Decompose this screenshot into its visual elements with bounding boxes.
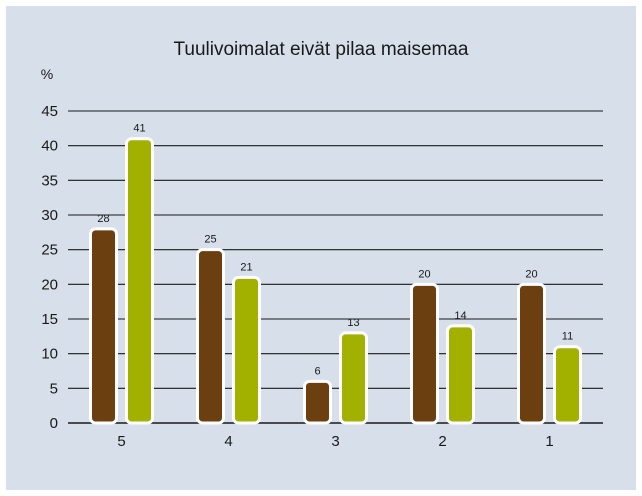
y-tick-label: 40 bbox=[41, 138, 58, 155]
bar-series2 bbox=[553, 345, 582, 425]
data-label: 14 bbox=[454, 310, 466, 322]
x-category-label: 5 bbox=[117, 433, 125, 450]
y-tick-label: 0 bbox=[50, 415, 58, 432]
y-tick-label: 35 bbox=[41, 172, 58, 189]
y-axis-ticks: 0 5 10 15 20 25 30 35 40 45 bbox=[41, 103, 58, 432]
x-category-label: 2 bbox=[438, 433, 446, 450]
bar-series1 bbox=[196, 248, 225, 425]
data-label: 13 bbox=[347, 317, 359, 329]
bar-series2 bbox=[446, 324, 475, 425]
bar-series1 bbox=[89, 227, 118, 425]
y-tick-label: 10 bbox=[41, 346, 58, 363]
data-label: 41 bbox=[133, 123, 145, 135]
bar-series2 bbox=[125, 137, 154, 425]
y-tick-label: 30 bbox=[41, 207, 58, 224]
data-label: 21 bbox=[240, 261, 252, 273]
bar-series2 bbox=[232, 275, 261, 425]
data-label: 28 bbox=[97, 213, 109, 225]
bar-series1 bbox=[410, 282, 439, 425]
y-tick-label: 45 bbox=[41, 103, 58, 120]
x-axis-categories: 5 4 3 2 1 bbox=[117, 433, 553, 450]
x-category-label: 3 bbox=[331, 433, 339, 450]
x-category-label: 4 bbox=[224, 433, 232, 450]
data-label: 11 bbox=[562, 331, 573, 343]
y-tick-label: 25 bbox=[41, 242, 58, 259]
data-label: 20 bbox=[525, 268, 537, 280]
data-label: 25 bbox=[204, 234, 216, 246]
bars bbox=[89, 137, 582, 425]
bar-series1 bbox=[303, 379, 332, 425]
x-category-label: 1 bbox=[545, 433, 553, 450]
chart-title: Tuulivoimalat eivät pilaa maisemaa bbox=[174, 39, 469, 60]
data-labels: 28 41 25 21 6 13 20 14 20 11 bbox=[97, 123, 573, 378]
data-label: 20 bbox=[418, 268, 430, 280]
y-tick-label: 20 bbox=[41, 276, 58, 293]
y-tick-label: 15 bbox=[41, 311, 58, 328]
y-tick-label: 5 bbox=[50, 380, 58, 397]
data-label: 6 bbox=[314, 365, 320, 377]
gridlines bbox=[68, 110, 603, 424]
bar-series2 bbox=[339, 331, 368, 425]
y-axis-unit-label: % bbox=[41, 66, 53, 82]
bar-series1 bbox=[517, 282, 546, 425]
